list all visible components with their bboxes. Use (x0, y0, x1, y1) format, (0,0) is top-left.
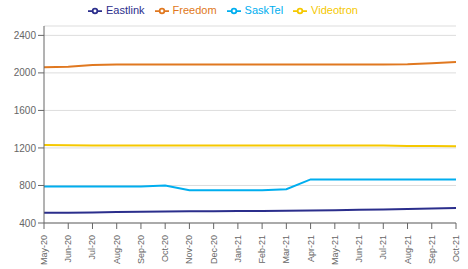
svg-text:Mar-21: Mar-21 (281, 235, 291, 264)
svg-text:2000: 2000 (14, 67, 37, 78)
svg-text:Aug-20: Aug-20 (112, 235, 122, 264)
svg-text:Feb-21: Feb-21 (257, 235, 267, 264)
svg-text:Oct-20: Oct-20 (160, 235, 170, 262)
svg-text:Dec-20: Dec-20 (209, 235, 219, 264)
svg-text:Apr-21: Apr-21 (306, 235, 316, 262)
svg-text:Jun-21: Jun-21 (354, 235, 364, 263)
svg-text:1600: 1600 (14, 105, 37, 116)
svg-text:1200: 1200 (14, 143, 37, 154)
html-text:Eastlink: Eastlink (106, 4, 145, 16)
svg-text:Jul-20: Jul-20 (87, 235, 97, 260)
html-text:SaskTel: SaskTel (244, 4, 284, 16)
svg-text:Nov-20: Nov-20 (184, 235, 194, 264)
svg-text:Jul-21: Jul-21 (378, 235, 388, 260)
svg-text:Sep-20: Sep-20 (136, 235, 146, 264)
svg-text:Sep-21: Sep-21 (427, 235, 437, 264)
svg-text:400: 400 (19, 218, 36, 229)
svg-text:Jun-20: Jun-20 (63, 235, 73, 263)
html-text:Videotron: Videotron (311, 4, 358, 16)
svg-text:May-21: May-21 (330, 235, 340, 265)
svg-text:2400: 2400 (14, 30, 37, 41)
svg-text:Aug-21: Aug-21 (403, 235, 413, 264)
svg-text:Oct-21: Oct-21 (451, 235, 460, 262)
svg-text:Jan-21: Jan-21 (233, 235, 243, 263)
svg-text:800: 800 (19, 180, 36, 191)
html-text:Freedom: Freedom (172, 4, 217, 16)
svg-text:May-20: May-20 (39, 235, 49, 265)
